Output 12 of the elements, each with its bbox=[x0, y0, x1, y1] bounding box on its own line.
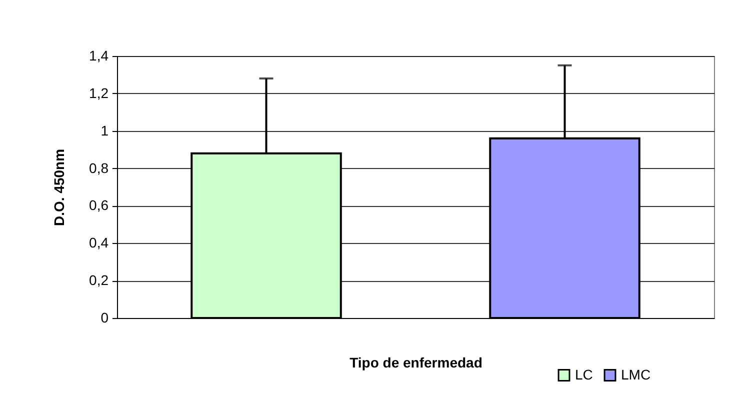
y-tick-label: 0,4 bbox=[89, 234, 109, 251]
y-tick-label: 0,8 bbox=[89, 160, 109, 176]
y-tick-label: 0,6 bbox=[89, 197, 109, 214]
y-tick-label: 1,4 bbox=[89, 48, 109, 64]
y-tick-label: 0,2 bbox=[89, 272, 109, 288]
x-axis-title: Tipo de enfermedad bbox=[350, 354, 482, 370]
y-tick-label: 1 bbox=[100, 122, 109, 138]
y-axis-title: D.O. 450nm bbox=[51, 148, 68, 226]
legend-label: LC bbox=[575, 366, 593, 382]
y-tick-label: 1,2 bbox=[89, 84, 109, 101]
legend-label: LMC bbox=[621, 366, 651, 382]
y-tick-label: 0 bbox=[100, 310, 109, 326]
